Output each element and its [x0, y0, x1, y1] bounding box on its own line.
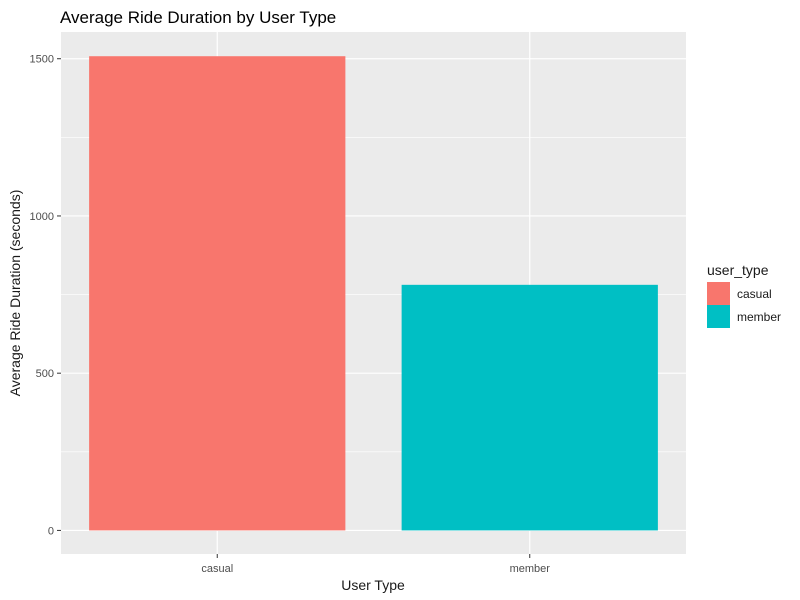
legend: user_type casual member	[707, 262, 781, 328]
legend-title: user_type	[707, 262, 769, 278]
x-tick-label: casual	[201, 563, 233, 575]
y-axis-title: Average Ride Duration (seconds)	[7, 190, 23, 397]
bar-casual	[89, 56, 346, 531]
y-axis: 0 500 1000 1500	[30, 54, 61, 537]
bar-member	[401, 284, 658, 531]
legend-label: member	[737, 310, 781, 324]
y-tick-label: 500	[36, 368, 54, 380]
y-tick-label: 0	[48, 525, 54, 537]
y-tick-label: 1000	[30, 211, 54, 223]
legend-key-member	[707, 305, 730, 328]
legend-label: casual	[737, 287, 772, 301]
x-axis: casual member	[201, 554, 550, 575]
x-tick-label: member	[510, 563, 551, 575]
x-axis-title: User Type	[341, 577, 405, 593]
bars	[89, 56, 658, 531]
y-tick-label: 1500	[30, 54, 54, 66]
chart-title: Average Ride Duration by User Type	[60, 8, 336, 27]
legend-key-casual	[707, 282, 730, 305]
